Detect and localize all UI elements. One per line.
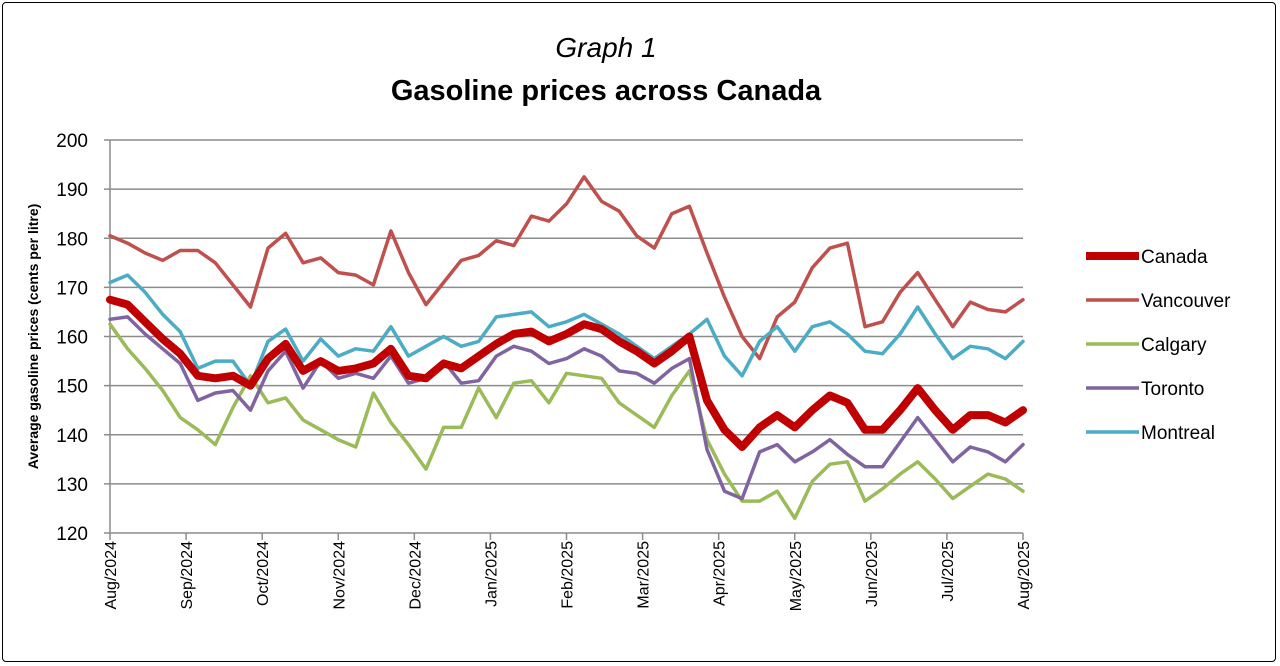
series-line-toronto bbox=[108, 315, 1025, 501]
y-tick-label: 200 bbox=[56, 131, 88, 152]
y-tick-label: 120 bbox=[56, 524, 88, 545]
series-line-montreal bbox=[108, 273, 1025, 388]
y-tick-label: 190 bbox=[56, 180, 88, 201]
chart-title: Gasoline prices across Canada bbox=[390, 75, 822, 107]
x-tick-label: Aug/2024 bbox=[103, 541, 120, 610]
y-tick-label: 180 bbox=[56, 229, 88, 250]
legend-label-calgary: Calgary bbox=[1141, 335, 1207, 356]
y-tick-label: 130 bbox=[56, 475, 88, 496]
x-tick-label: Mar/2025 bbox=[636, 541, 653, 609]
y-tick-label: 170 bbox=[56, 278, 88, 299]
legend-label-canada: Canada bbox=[1141, 247, 1208, 268]
series-line-vancouver bbox=[108, 175, 1025, 361]
series-line-calgary bbox=[108, 322, 1025, 521]
legend-label-toronto: Toronto bbox=[1141, 379, 1204, 400]
y-axis-title: Average gasoline prices (cents per litre… bbox=[25, 204, 41, 470]
legend-label-montreal: Montreal bbox=[1141, 423, 1215, 444]
legend-label-vancouver: Vancouver bbox=[1141, 291, 1231, 312]
y-tick-label: 140 bbox=[56, 426, 88, 447]
x-tick-label: Jan/2025 bbox=[483, 541, 500, 607]
y-tick-label: 160 bbox=[56, 328, 88, 349]
x-tick-label: Jun/2025 bbox=[864, 541, 881, 607]
x-tick-label: Nov/2024 bbox=[331, 541, 348, 610]
x-tick-label: Feb/2025 bbox=[560, 541, 577, 609]
y-tick-label: 150 bbox=[56, 377, 88, 398]
series-line-canada bbox=[106, 295, 1027, 451]
x-tick-label: Dec/2024 bbox=[407, 541, 424, 610]
chart-subtitle: Graph 1 bbox=[555, 32, 657, 63]
x-tick-label: Jul/2025 bbox=[940, 541, 957, 602]
x-tick-label: Oct/2024 bbox=[255, 541, 272, 606]
x-tick-label: Aug/2025 bbox=[1016, 541, 1033, 610]
x-tick-label: Sep/2024 bbox=[179, 541, 196, 610]
x-tick-label: Apr/2025 bbox=[712, 541, 729, 606]
x-tick-label: May/2025 bbox=[788, 541, 805, 611]
